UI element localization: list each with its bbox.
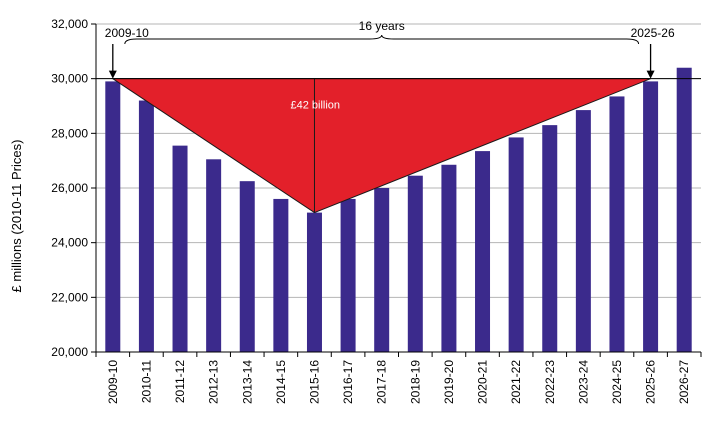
- x-tick-label: 2024-25: [610, 360, 624, 404]
- x-tick-labels: 2009-10 2010-11 2011-12 2012-13 2013-14 2014-…: [106, 360, 691, 404]
- end-label: 2025-26: [631, 26, 675, 40]
- x-tick-label: 2020-21: [476, 360, 490, 404]
- x-tick-label: 2016-17: [341, 360, 355, 404]
- bar: [239, 181, 255, 352]
- area-label: £42 billion: [290, 100, 340, 112]
- axes: [91, 23, 702, 357]
- bar: [206, 159, 222, 352]
- shortfall-triangle-group: [96, 78, 701, 214]
- y-tick-label: 28,000: [51, 126, 88, 140]
- x-tick-label: 2015-16: [307, 360, 321, 404]
- span-brace: [124, 34, 640, 45]
- x-tick-label: 2022-23: [543, 360, 557, 404]
- span-label: 16 years: [359, 19, 405, 33]
- x-tick-label: 2025-26: [644, 360, 658, 404]
- bar: [475, 151, 491, 352]
- end-arrowhead: [646, 70, 655, 79]
- start-arrowhead: [108, 70, 117, 79]
- y-tick-labels: 20,000 22,000 24,000 26,000 28,000 30,000 32,0…: [51, 17, 88, 359]
- y-tick-label: 20,000: [51, 345, 88, 359]
- x-tick-label: 2014-15: [274, 360, 288, 404]
- x-tick-label: 2010-11: [139, 360, 153, 403]
- y-axis-label: £ millions (2010-11 Prices): [9, 140, 24, 293]
- y-tick-label: 30,000: [51, 72, 88, 86]
- bar: [374, 188, 390, 352]
- x-tick-label: 2021-22: [509, 360, 523, 404]
- bar: [407, 175, 423, 352]
- bar: [643, 81, 659, 353]
- x-tick-label: 2009-10: [106, 360, 120, 404]
- x-tick-label: 2019-20: [442, 360, 456, 404]
- bar: [172, 145, 188, 352]
- y-tick-label: 24,000: [51, 236, 88, 250]
- bar: [542, 125, 558, 352]
- start-label: 2009-10: [105, 26, 149, 40]
- bar: [306, 212, 322, 352]
- bar: [609, 96, 625, 352]
- x-tick-label: 2012-13: [207, 360, 221, 404]
- bar: [508, 137, 524, 352]
- x-tick-label: 2017-18: [375, 360, 389, 404]
- bar: [575, 110, 591, 352]
- y-tick-label: 26,000: [51, 181, 88, 195]
- x-tick-label: 2011-12: [173, 360, 187, 403]
- y-tick-label: 32,000: [51, 17, 88, 31]
- y-tick-label: 22,000: [51, 290, 88, 304]
- x-tick-label: 2023-24: [576, 360, 590, 404]
- bar: [273, 198, 289, 352]
- bar: [676, 67, 692, 352]
- bar: [138, 100, 154, 353]
- annotations: £42 billion 2009-10 2025-26 16 years: [105, 19, 675, 112]
- bars: [105, 67, 692, 353]
- bar: [340, 198, 356, 352]
- x-tick-label: 2026-27: [677, 360, 691, 404]
- bar: [105, 81, 121, 353]
- x-tick-label: 2018-19: [408, 360, 422, 404]
- x-tick-label: 2013-14: [240, 360, 254, 404]
- bar: [441, 164, 457, 352]
